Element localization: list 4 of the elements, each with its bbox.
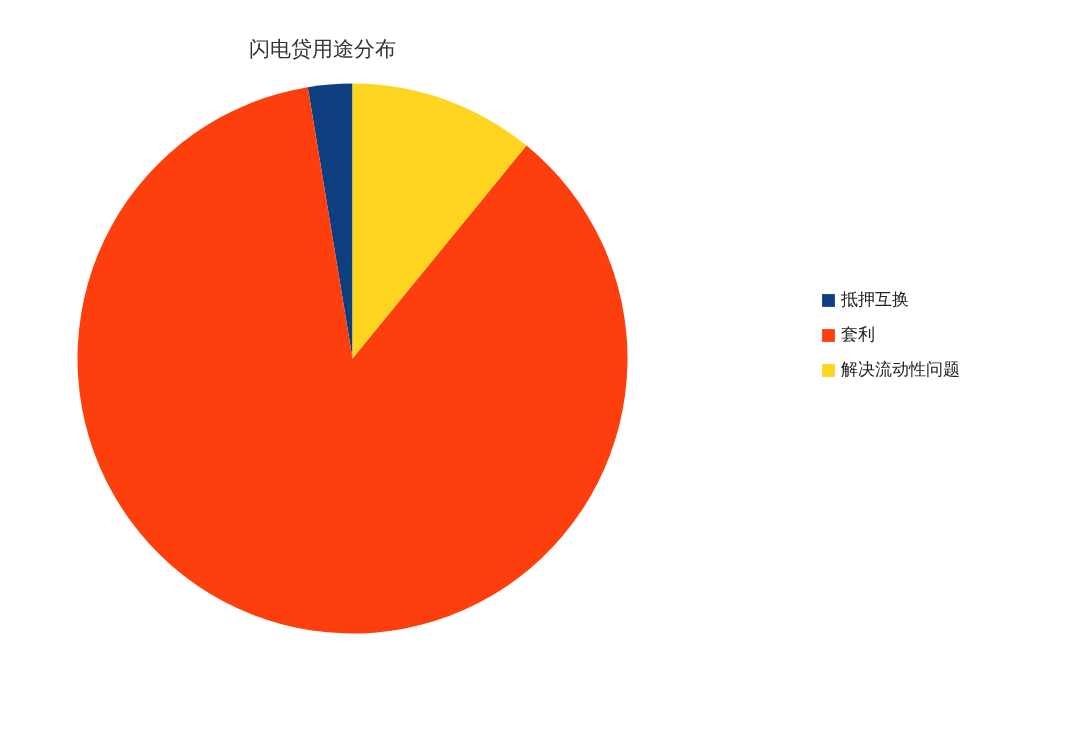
- legend-label: 解决流动性问题: [841, 358, 960, 381]
- legend-label: 套利: [841, 323, 875, 346]
- legend-label: 抵押互换: [841, 288, 909, 311]
- chart-title: 闪电贷用途分布: [249, 36, 396, 61]
